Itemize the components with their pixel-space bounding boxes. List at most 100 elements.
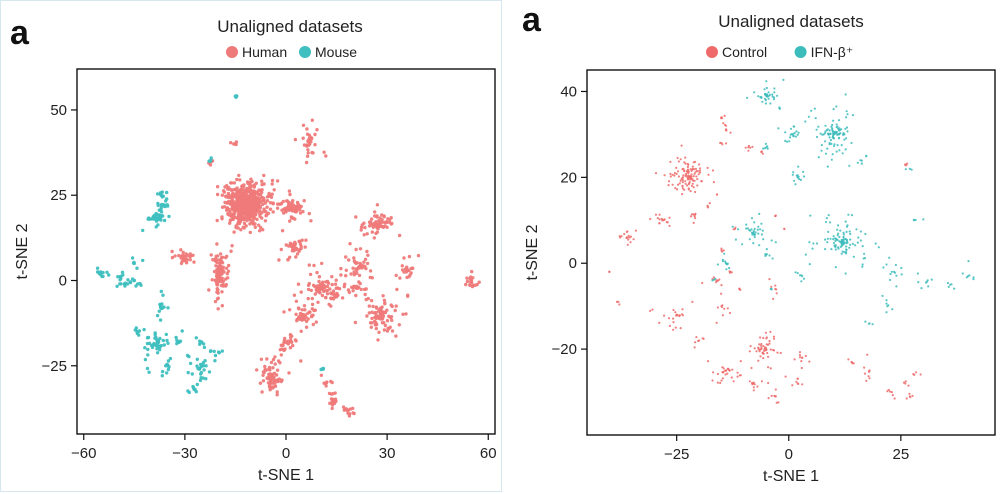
point-control	[654, 172, 658, 175]
point-human	[264, 214, 268, 218]
point-control	[763, 346, 767, 349]
point-human	[385, 329, 390, 333]
point-ifn	[855, 228, 858, 231]
point-ifn	[763, 88, 766, 91]
point-human	[220, 193, 224, 197]
point-control	[694, 167, 697, 170]
point-ifn	[895, 274, 898, 277]
point-human	[243, 202, 247, 206]
point-ifn	[837, 232, 840, 235]
point-human	[327, 391, 332, 396]
point-control	[667, 184, 670, 187]
point-human	[365, 314, 369, 318]
point-human	[312, 263, 316, 268]
point-control	[765, 348, 768, 351]
point-human	[336, 293, 340, 297]
point-mouse	[141, 228, 145, 233]
point-mouse	[194, 336, 198, 340]
point-ifn	[800, 280, 803, 283]
point-mouse	[216, 350, 221, 354]
point-control	[651, 308, 654, 311]
point-control	[766, 351, 769, 355]
point-control	[681, 181, 684, 184]
point-human	[228, 187, 233, 192]
point-human	[324, 280, 328, 284]
point-mouse	[198, 378, 203, 383]
point-human	[366, 296, 370, 301]
point-control	[663, 314, 666, 317]
point-ifn	[845, 252, 848, 255]
point-control	[681, 308, 684, 311]
point-human	[297, 307, 301, 311]
point-human	[378, 308, 383, 312]
point-human	[354, 247, 358, 252]
point-ifn	[760, 96, 763, 99]
point-ifn	[859, 239, 862, 242]
point-mouse	[105, 270, 109, 274]
point-human	[235, 189, 239, 194]
point-control	[722, 122, 725, 125]
point-control	[676, 183, 680, 186]
point-human	[301, 316, 305, 320]
point-ifn	[972, 276, 975, 279]
point-human	[232, 230, 236, 234]
point-control	[867, 375, 870, 378]
point-control	[681, 184, 684, 187]
point-mouse	[160, 374, 164, 378]
point-human	[333, 282, 338, 286]
point-human	[331, 398, 335, 402]
point-human	[181, 250, 185, 255]
point-ifn	[760, 222, 763, 225]
point-mouse	[136, 282, 140, 286]
point-control	[744, 146, 747, 149]
legend-swatch-mouse	[299, 46, 311, 58]
point-mouse	[159, 343, 163, 348]
point-human	[370, 321, 374, 325]
point-human	[288, 255, 292, 259]
point-human	[280, 208, 284, 212]
point-ifn	[861, 265, 864, 268]
point-ifn	[953, 287, 956, 290]
point-ifn	[838, 129, 841, 132]
point-human	[239, 228, 243, 232]
point-human	[218, 252, 223, 256]
point-human	[229, 181, 233, 185]
point-ifn	[793, 125, 796, 128]
point-ifn	[832, 108, 835, 111]
point-ifn	[836, 125, 839, 128]
point-human	[250, 179, 254, 184]
point-control	[687, 188, 690, 191]
point-human	[262, 173, 266, 178]
x-axis-label: t-SNE 1	[258, 467, 314, 484]
point-control	[863, 366, 866, 369]
point-ifn	[825, 217, 828, 220]
point-ifn	[927, 285, 930, 288]
point-control	[675, 166, 678, 169]
point-control	[691, 165, 694, 168]
point-control	[757, 346, 760, 349]
point-human	[291, 244, 295, 249]
legend-swatch-control	[706, 46, 718, 58]
point-ifn	[772, 96, 776, 99]
point-human	[347, 290, 352, 295]
point-control	[672, 308, 675, 312]
point-human	[345, 408, 349, 412]
point-control	[688, 182, 691, 185]
point-ifn	[830, 142, 833, 145]
point-mouse	[156, 203, 160, 208]
point-ifn	[728, 266, 731, 270]
point-ifn	[844, 127, 847, 130]
point-ifn	[778, 107, 781, 110]
point-ifn	[762, 147, 765, 150]
point-mouse	[95, 266, 100, 270]
point-human	[214, 264, 218, 268]
point-human	[253, 225, 257, 229]
point-control	[658, 213, 661, 216]
point-ifn	[794, 271, 797, 274]
point-control	[761, 152, 764, 155]
point-human	[375, 214, 379, 218]
point-control	[887, 388, 890, 391]
point-ifn	[967, 275, 970, 278]
point-ifn	[835, 237, 838, 240]
point-mouse	[199, 370, 204, 375]
